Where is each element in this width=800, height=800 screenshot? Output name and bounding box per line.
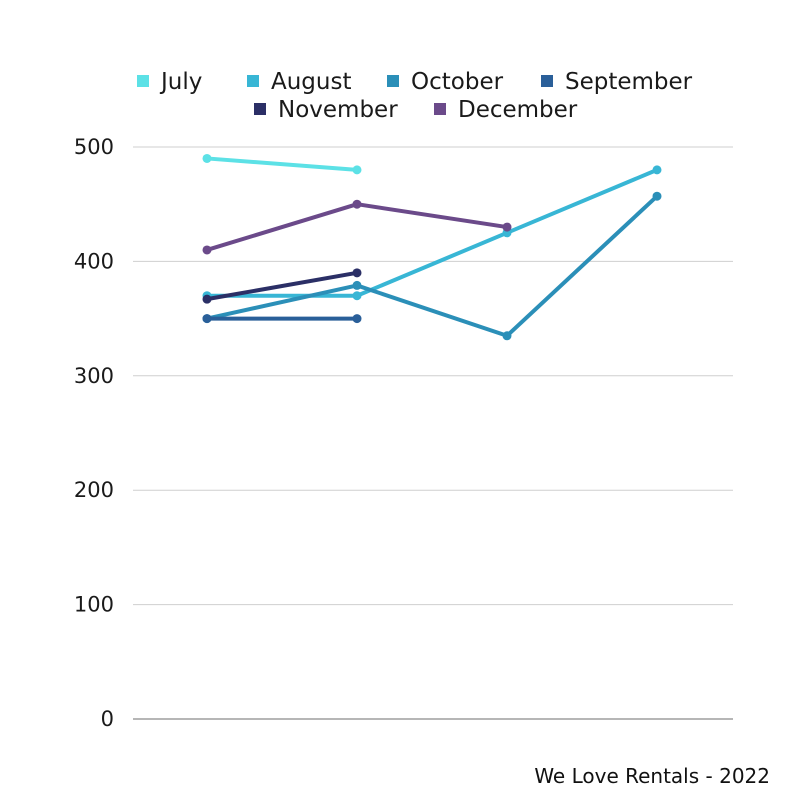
legend: July August October September November Decemb… [137,69,693,123]
series-line-october [205,194,659,338]
y-tick-label: 0 [101,707,114,731]
series-line-august [205,167,659,298]
series-july [202,153,362,175]
legend-label-november: November [278,97,398,123]
series-september [202,314,362,324]
data-point-july-0 [202,153,212,163]
y-tick-label: 400 [74,249,114,273]
legend-swatch-october [387,75,399,87]
data-point-december-1 [352,199,362,209]
footer-caption: We Love Rentals - 2022 [534,764,770,788]
series-august [202,165,662,301]
data-point-october-3 [652,191,662,201]
data-point-august-1 [352,291,362,301]
legend-label-december: December [458,97,578,123]
y-tick-label: 300 [74,364,114,388]
legend-label-october: October [411,69,504,95]
data-point-july-1 [352,165,362,175]
data-point-november-0 [202,294,212,304]
series-lines [202,153,662,341]
series-line-november [205,270,359,302]
series-line-july [205,156,359,172]
y-tick-label: 200 [74,478,114,502]
data-point-october-2 [502,331,512,341]
data-point-september-0 [202,314,212,324]
y-axis-ticks: 0 100 200 300 400 500 [74,135,114,731]
data-point-december-0 [202,245,212,255]
data-point-december-2 [502,222,512,232]
y-tick-label: 100 [74,593,114,617]
data-point-september-1 [352,314,362,324]
legend-swatch-august [247,75,259,87]
y-tick-label: 500 [74,135,114,159]
legend-swatch-december [434,103,446,115]
legend-label-july: July [159,69,202,95]
series-line-december [205,202,509,252]
grid-lines [133,146,733,720]
legend-swatch-july [137,75,149,87]
series-december [202,199,512,255]
legend-swatch-september [541,75,553,87]
legend-label-september: September [565,69,693,95]
legend-label-august: August [271,69,352,95]
data-point-august-3 [652,165,662,175]
series-november [202,268,362,304]
data-point-october-1 [352,280,362,290]
legend-swatch-november [254,103,266,115]
data-point-november-1 [352,268,362,278]
